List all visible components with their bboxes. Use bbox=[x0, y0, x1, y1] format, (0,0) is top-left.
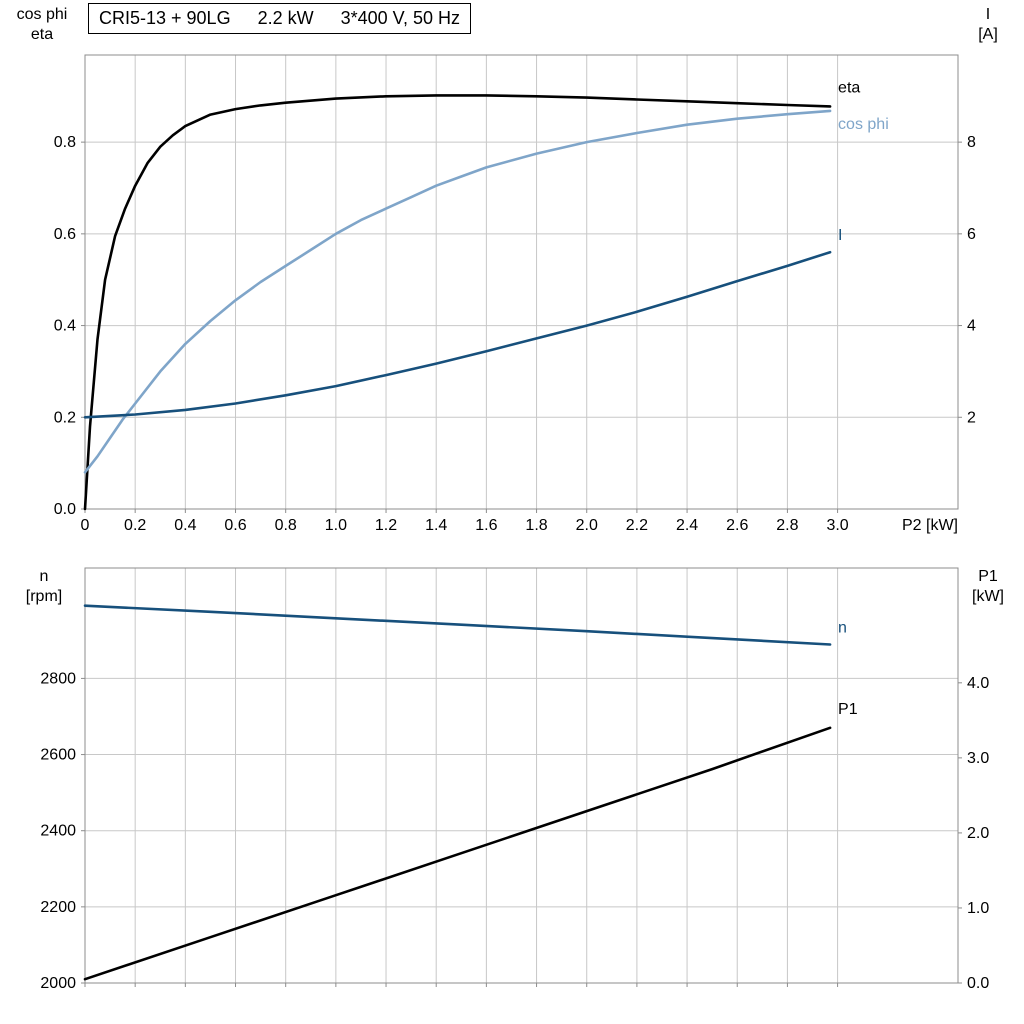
y-tick-label-right: 4.0 bbox=[967, 675, 989, 692]
y-tick-label-left: 0.4 bbox=[54, 318, 76, 335]
y-tick-label-left: 2200 bbox=[40, 899, 76, 916]
chart-title-model: CRI5-13 + 90LG bbox=[99, 8, 231, 28]
x-tick-label: 1.4 bbox=[425, 517, 447, 534]
x-tick-label: 0 bbox=[81, 517, 90, 534]
grid-lines bbox=[84, 55, 958, 510]
x-tick-label: 2.0 bbox=[576, 517, 598, 534]
y-tick-label-left: 0.6 bbox=[54, 226, 76, 243]
y-tick-label-left: 0.0 bbox=[54, 501, 76, 518]
tick-marks bbox=[81, 141, 962, 513]
grid-lines bbox=[84, 568, 958, 984]
tick-marks bbox=[81, 677, 962, 987]
curve-label-eta: eta bbox=[838, 79, 860, 96]
axis-title-p1: P1 bbox=[978, 568, 998, 585]
x-tick-label: 0.8 bbox=[275, 517, 297, 534]
x-tick-label: 1.2 bbox=[375, 517, 397, 534]
chart-title-box: CRI5-13 + 90LG 2.2 kW 3*400 V, 50 Hz bbox=[88, 3, 472, 34]
chart-motor-efficiency-panel: 0 0.2 0.4 0.6 0.8 1.0 1.2 1.4 1.6 1.8 2.0 2.2 2.4 2.6… bbox=[54, 54, 976, 534]
y-tick-label-right: 2 bbox=[967, 409, 976, 426]
axis-title-speed-unit: [rpm] bbox=[25, 588, 63, 605]
y-tick-label-right: 4 bbox=[967, 318, 976, 335]
y-tick-label-left: 2600 bbox=[40, 747, 76, 764]
x-tick-label: 0.2 bbox=[124, 517, 146, 534]
curve-label-cos-phi: cos phi bbox=[838, 116, 889, 133]
y-tick-label-right: 3.0 bbox=[967, 750, 989, 767]
curve-label-p1: P1 bbox=[838, 701, 858, 718]
axis-title-current-unit: [A] bbox=[978, 26, 998, 43]
x-tick-label: 2.6 bbox=[726, 517, 748, 534]
top-right-axis-title: I [A] bbox=[958, 5, 1018, 45]
x-tick-label: 2.2 bbox=[626, 517, 648, 534]
series-current bbox=[83, 250, 832, 419]
x-tick-label: 0.6 bbox=[224, 517, 246, 534]
axis-title-speed: n bbox=[39, 568, 49, 585]
top-left-axis-title: cos phi eta bbox=[2, 5, 82, 45]
y-tick-label-left: 0.2 bbox=[54, 409, 76, 426]
plot-frame bbox=[84, 567, 959, 984]
tick-labels: 0 0.2 0.4 0.6 0.8 1.0 1.2 1.4 1.6 1.8 2.0 2.2 2.4 2.6… bbox=[54, 134, 976, 534]
x-tick-label: 0.4 bbox=[174, 517, 196, 534]
y-tick-label-right: 6 bbox=[967, 226, 976, 243]
y-tick-label-right: 8 bbox=[967, 134, 976, 151]
y-tick-label-left: 2800 bbox=[40, 670, 76, 687]
y-tick-label-left: 2000 bbox=[40, 975, 76, 992]
tick-labels: 2000 2200 2400 2600 2800 0.0 1.0 2.0 3.0 4.0 bbox=[40, 670, 989, 992]
x-tick-label: 1.6 bbox=[475, 517, 497, 534]
x-axis-label: P2 [kW] bbox=[902, 517, 958, 534]
x-tick-label: 1.0 bbox=[325, 517, 347, 534]
y-tick-label-left: 2400 bbox=[40, 823, 76, 840]
plot-frame bbox=[84, 54, 959, 510]
x-tick-label: 2.4 bbox=[676, 517, 698, 534]
y-tick-label-right: 1.0 bbox=[967, 900, 989, 917]
curve-label-current: I bbox=[838, 227, 842, 244]
bottom-left-axis-title: n [rpm] bbox=[6, 567, 82, 607]
y-tick-label-right: 0.0 bbox=[967, 975, 989, 992]
chart-speed-power-panel: 2000 2200 2400 2600 2800 0.0 1.0 2.0 3.0 4.0 n P1 bbox=[40, 567, 989, 992]
y-tick-label-left: 0.8 bbox=[54, 134, 76, 151]
curve-label-speed: n bbox=[838, 620, 847, 637]
x-tick-label: 3.0 bbox=[826, 517, 848, 534]
series-cos-phi bbox=[83, 109, 832, 474]
axis-title-cos-phi: cos phi bbox=[16, 6, 68, 23]
chart-title-power: 2.2 kW bbox=[257, 8, 314, 28]
axis-title-current: I bbox=[985, 6, 991, 23]
bottom-right-axis-title: P1 [kW] bbox=[958, 567, 1018, 607]
y-tick-label-right: 2.0 bbox=[967, 825, 989, 842]
x-tick-label: 1.8 bbox=[525, 517, 547, 534]
series-eta bbox=[83, 94, 832, 511]
chart-title-voltage: 3*400 V, 50 Hz bbox=[340, 8, 461, 28]
x-tick-label: 2.8 bbox=[776, 517, 798, 534]
axis-title-eta: eta bbox=[30, 26, 54, 43]
series-p1 bbox=[83, 726, 832, 981]
axis-title-p1-unit: [kW] bbox=[972, 588, 1004, 605]
series-speed bbox=[83, 604, 832, 646]
